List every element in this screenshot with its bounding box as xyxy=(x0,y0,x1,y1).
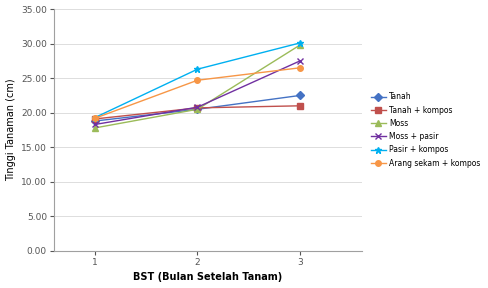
Arang sekam + kompos xyxy=(92,117,98,120)
Line: Tanah + kompos: Tanah + kompos xyxy=(92,103,302,122)
Line: Arang sekam + kompos: Arang sekam + kompos xyxy=(92,65,302,121)
Tanah + kompos xyxy=(194,106,200,110)
Arang sekam + kompos xyxy=(194,79,200,82)
Tanah xyxy=(194,107,200,111)
Tanah + kompos xyxy=(297,104,303,107)
Pasir + kompos xyxy=(297,41,303,45)
Tanah + kompos xyxy=(92,117,98,121)
Moss + pasir xyxy=(297,59,303,62)
Tanah xyxy=(297,94,303,97)
Pasir + kompos xyxy=(194,67,200,71)
Moss + pasir xyxy=(194,105,200,109)
Moss xyxy=(194,107,200,111)
Line: Pasir + kompos: Pasir + kompos xyxy=(91,39,303,121)
Line: Moss + pasir: Moss + pasir xyxy=(92,58,302,127)
Pasir + kompos xyxy=(92,116,98,119)
Y-axis label: Tinggi Tanaman (cm): Tinggi Tanaman (cm) xyxy=(5,79,16,181)
Line: Tanah: Tanah xyxy=(92,93,302,124)
Tanah xyxy=(92,119,98,123)
Moss + pasir xyxy=(92,123,98,126)
Moss xyxy=(92,126,98,130)
X-axis label: BST (Bulan Setelah Tanam): BST (Bulan Setelah Tanam) xyxy=(133,272,282,283)
Arang sekam + kompos xyxy=(297,66,303,69)
Moss xyxy=(297,43,303,47)
Line: Moss: Moss xyxy=(92,42,302,131)
Legend: Tanah, Tanah + kompos, Moss, Moss + pasir, Pasir + kompos, Arang sekam + kompos: Tanah, Tanah + kompos, Moss, Moss + pasi… xyxy=(367,90,482,170)
